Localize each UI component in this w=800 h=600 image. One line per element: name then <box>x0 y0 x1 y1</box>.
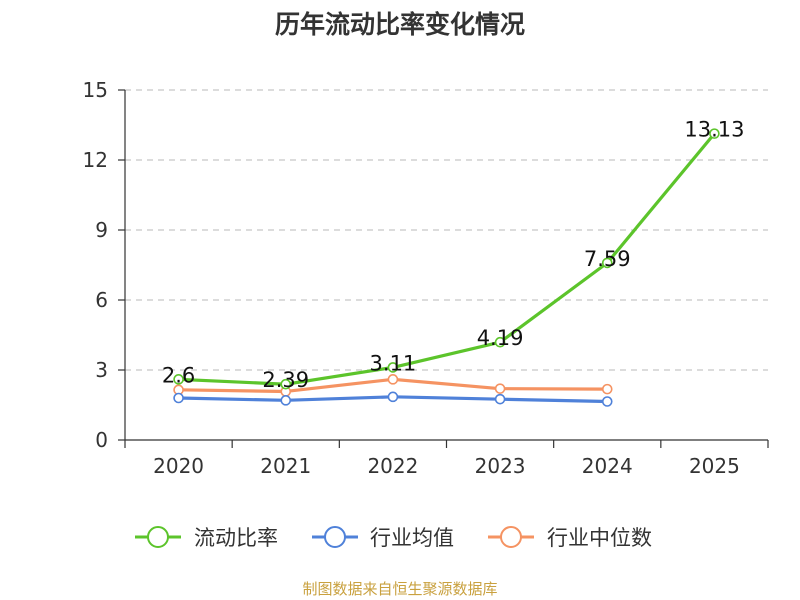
legend-item-2[interactable]: 行业中位数 <box>488 526 652 550</box>
y-tick-label: 9 <box>95 218 108 242</box>
series-group <box>173 128 720 407</box>
series-point-2 <box>601 383 613 395</box>
y-tick-label: 6 <box>95 288 108 312</box>
y-tick-label: 12 <box>83 148 108 172</box>
series-point-2 <box>494 383 506 394</box>
legend-marker <box>324 526 346 548</box>
source-note: 制图数据来自恒生聚源数据库 <box>302 580 497 598</box>
series-point-0 <box>173 374 184 385</box>
chart-title: 历年流动比率变化情况 <box>275 10 525 39</box>
grid <box>125 89 768 371</box>
series-line-0 <box>176 132 717 386</box>
axes: 0 3 6 9 12 15 2020 2021 2022 2023 2024 2025 <box>83 78 769 478</box>
x-tick-label: 2025 <box>689 454 740 478</box>
series-point-1 <box>601 396 613 407</box>
series-point-0 <box>709 128 720 139</box>
data-label: 7.59 <box>584 247 631 271</box>
x-tick-label: 2022 <box>367 454 418 478</box>
x-tick-label: 2021 <box>260 454 311 478</box>
data-label: 4.19 <box>477 326 524 350</box>
series-point-2 <box>387 374 399 385</box>
series-point-0 <box>601 257 613 269</box>
legend-label: 行业中位数 <box>547 526 652 550</box>
legend-label: 流动比率 <box>194 526 278 550</box>
legend[interactable]: 流动比率 行业均值 行业中位数 <box>135 526 652 550</box>
legend-item-1[interactable]: 行业均值 <box>312 526 454 550</box>
legend-marker <box>500 526 522 548</box>
data-label: 2.39 <box>262 368 309 392</box>
x-tick-label: 2020 <box>153 454 204 478</box>
series-point-1 <box>387 391 399 403</box>
x-tick-label: 2024 <box>582 454 633 478</box>
series-point-1 <box>173 392 184 404</box>
data-label: 2.6 <box>162 363 195 387</box>
legend-item-0[interactable]: 流动比率 <box>135 526 278 550</box>
y-tick-label: 15 <box>83 78 108 102</box>
series-point-0 <box>387 362 399 373</box>
data-labels: 2.6 2.39 3.11 4.19 7.59 13.13 <box>162 118 745 393</box>
data-label: 13.13 <box>684 118 744 142</box>
legend-marker <box>147 526 169 548</box>
y-tick-label: 3 <box>95 358 108 382</box>
series-point-1 <box>280 395 292 406</box>
y-tick-label: 0 <box>95 428 108 452</box>
x-tick-label: 2023 <box>475 454 526 478</box>
series-point-0 <box>494 336 506 348</box>
series-point-1 <box>494 393 506 405</box>
legend-label: 行业均值 <box>370 526 454 550</box>
series-point-0 <box>280 378 292 390</box>
data-label: 3.11 <box>370 351 417 375</box>
